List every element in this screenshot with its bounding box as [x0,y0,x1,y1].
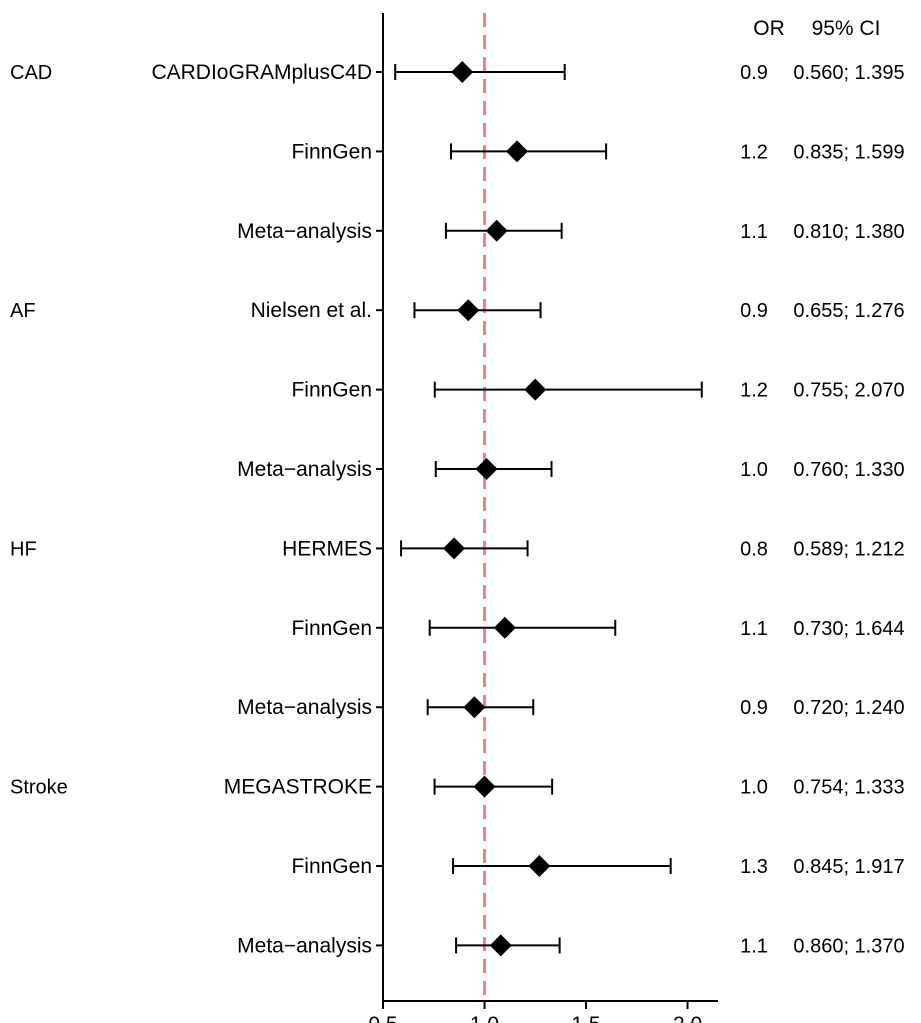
ci-value: 0.655; 1.276 [793,300,904,322]
point-estimate [451,61,474,83]
study-label: Meta−analysis [237,934,372,957]
point-estimates [443,61,551,957]
point-estimate [443,537,466,560]
ci-value: 0.720; 1.240 [793,697,904,719]
x-tick-label: 0.5 [368,1013,397,1023]
point-estimate [485,219,508,242]
point-estimate [506,140,528,163]
axes: 0.5 1.0 1.5 2.0 [368,13,718,1023]
y-axis-ticks [376,71,383,947]
group-label: HF [10,538,37,560]
x-tick-label: 1.0 [470,1013,499,1023]
or-value: 0.8 [740,538,768,560]
or-value: 0.9 [740,300,768,322]
group-label: Stroke [10,777,68,799]
or-value: 1.1 [740,935,768,957]
study-label: FinnGen [291,140,372,163]
or-value: 1.2 [740,380,768,402]
x-tick-label: 2.0 [673,1013,702,1023]
point-estimate [493,616,516,639]
ci-value: 0.760; 1.330 [793,459,904,481]
study-label: Meta−analysis [237,220,372,243]
or-value: 0.9 [740,62,768,84]
ci-value: 0.860; 1.370 [793,935,904,957]
or-value: 1.1 [740,618,768,640]
study-label: CARDIoGRAMplusC4D [151,61,372,84]
ci-value: 0.730; 1.644 [793,618,904,640]
ci-value: 0.754; 1.333 [793,777,904,799]
study-label: Nielsen et al. [251,299,372,322]
ci-value: 0.755; 2.070 [793,380,904,402]
point-estimate [489,934,512,957]
or-column-header: OR [753,17,785,40]
group-labels: CAD AF HF Stroke [10,62,68,799]
ci-value: 0.810; 1.380 [793,221,904,243]
study-labels: CARDIoGRAMplusC4D FinnGen Meta−analysis Nie… [151,61,372,957]
point-estimate [475,458,498,480]
point-estimate [524,378,547,401]
ci-value: 0.589; 1.212 [793,538,904,560]
point-estimate [463,696,486,719]
study-label: Meta−analysis [237,458,372,481]
point-estimate [473,775,496,798]
or-value: 0.9 [740,697,768,719]
point-estimate [528,855,551,877]
value-columns: 0.9 0.560; 1.395 1.2 0.835; 1.599 1.1 0.810; … [740,62,905,957]
study-label: HERMES [282,537,372,560]
group-label: CAD [10,62,52,84]
point-estimate [457,299,480,322]
or-value: 1.0 [740,777,768,799]
or-value: 1.1 [740,221,768,243]
ci-column-header: 95% CI [812,17,881,40]
column-headers: OR 95% CI [753,17,880,40]
study-label: MEGASTROKE [224,776,372,799]
study-label: FinnGen [291,617,372,640]
study-label: Meta−analysis [237,696,372,719]
x-tick-label: 1.5 [571,1013,600,1023]
ci-value: 0.560; 1.395 [793,62,904,84]
or-value: 1.0 [740,459,768,481]
or-value: 1.3 [740,856,768,878]
ci-value: 0.845; 1.917 [793,856,904,878]
ci-value: 0.835; 1.599 [793,141,904,163]
study-label: FinnGen [291,379,372,402]
study-label: FinnGen [291,855,372,878]
or-value: 1.2 [740,141,768,163]
confidence-intervals [394,64,703,954]
group-label: AF [10,300,36,322]
x-axis-ticks: 0.5 1.0 1.5 2.0 [368,1001,702,1023]
